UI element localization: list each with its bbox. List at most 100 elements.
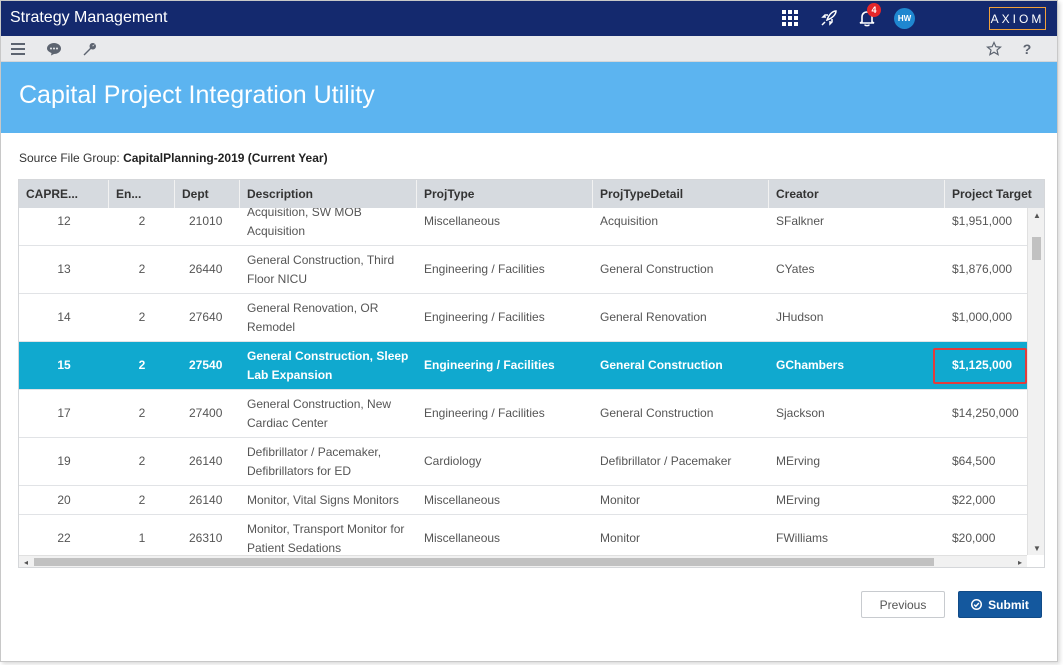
table-row[interactable]: 19 2 26140 Defibrillator / Pacemaker, De… xyxy=(19,438,1027,486)
cell-projtypedetail: Defibrillator / Pacemaker xyxy=(600,454,732,468)
cell-project-target: $20,000 xyxy=(952,531,996,545)
cell-en: 2 xyxy=(138,454,146,468)
apps-grid-icon[interactable] xyxy=(779,7,801,29)
cell-creator: SFalkner xyxy=(776,214,825,228)
cell-dept: 27400 xyxy=(189,406,223,420)
cell-dept: 26140 xyxy=(189,454,223,468)
cell-dept: 26440 xyxy=(189,262,223,276)
cell-dept: 26310 xyxy=(189,531,223,545)
vertical-scroll-thumb[interactable] xyxy=(1032,237,1041,260)
cell-dept: 27640 xyxy=(189,310,223,324)
page-banner: Capital Project Integration Utility xyxy=(1,62,1057,133)
cell-description: General Construction, Third Floor NICU xyxy=(247,252,395,286)
cell-capre: 12 xyxy=(57,214,71,228)
scroll-left-icon[interactable]: ◂ xyxy=(23,557,28,567)
cell-en: 2 xyxy=(138,358,146,372)
cell-dept: 26140 xyxy=(189,492,223,507)
scroll-down-icon[interactable]: ▼ xyxy=(1033,543,1041,553)
column-header-capre[interactable]: CAPRE... xyxy=(19,180,109,208)
column-header-dept[interactable]: Dept xyxy=(175,180,240,208)
cell-description: Defibrillator / Pacemaker, Defibrillator… xyxy=(247,444,382,478)
cell-creator: Sjackson xyxy=(776,406,825,420)
cell-creator: GChambers xyxy=(776,358,845,372)
scroll-right-icon[interactable]: ▸ xyxy=(1017,557,1022,567)
scroll-up-icon[interactable]: ▲ xyxy=(1033,210,1041,220)
avatar[interactable]: HW xyxy=(894,8,915,29)
table-row[interactable]: 20 2 26140 Monitor, Vital Signs Monitors… xyxy=(19,486,1027,515)
cell-project-target: $1,876,000 xyxy=(952,262,1013,276)
cell-en: 2 xyxy=(138,310,146,324)
column-header-projtypedetail[interactable]: ProjTypeDetail xyxy=(593,180,769,208)
project-grid: CAPRE... En... Dept Description ProjType… xyxy=(18,179,1045,568)
cell-en: 1 xyxy=(138,531,146,545)
source-file-group: Source File Group: CapitalPlanning-2019 … xyxy=(19,151,328,165)
table-row[interactable]: 22 1 26310 Monitor, Transport Monitor fo… xyxy=(19,515,1027,555)
column-header-creator[interactable]: Creator xyxy=(769,180,945,208)
axiom-logo: AXIOM xyxy=(989,7,1046,30)
cell-creator: FWilliams xyxy=(776,531,828,545)
chat-icon[interactable] xyxy=(44,39,64,59)
cell-project-target: $22,000 xyxy=(952,492,996,507)
horizontal-scrollbar[interactable]: ◂ ▸ xyxy=(19,555,1027,567)
toolbar: ? xyxy=(1,36,1057,62)
column-header-description[interactable]: Description xyxy=(240,180,417,208)
column-header-projtype[interactable]: ProjType xyxy=(417,180,593,208)
cell-dept: 27540 xyxy=(189,358,223,372)
cell-projtypedetail: General Renovation xyxy=(600,310,707,324)
cell-capre: 14 xyxy=(57,310,71,324)
cell-capre: 19 xyxy=(57,454,71,468)
submit-button[interactable]: Submit xyxy=(958,591,1042,618)
cell-projtype: Miscellaneous xyxy=(424,492,501,507)
table-row[interactable]: 14 2 27640 General Renovation, OR Remode… xyxy=(19,294,1027,342)
cell-projtypedetail: General Construction xyxy=(600,358,723,372)
vertical-scrollbar[interactable]: ▲ ▼ xyxy=(1027,208,1044,555)
cell-en: 2 xyxy=(138,262,146,276)
cell-projtypedetail: General Construction xyxy=(600,262,714,276)
cell-en: 2 xyxy=(138,406,146,420)
table-row-selected[interactable]: 15 2 27540 General Construction, Sleep L… xyxy=(19,342,1027,390)
cell-capre: 17 xyxy=(57,406,71,420)
cell-projtype: Engineering / Facilities xyxy=(424,262,545,276)
rocket-icon[interactable] xyxy=(818,7,840,29)
cell-creator: JHudson xyxy=(776,310,824,324)
cell-description: Acquisition, SW MOB Acquisition xyxy=(247,208,362,238)
cell-projtype: Engineering / Facilities xyxy=(424,310,545,324)
horizontal-scroll-thumb[interactable] xyxy=(34,558,934,566)
cell-project-target: $14,250,000 xyxy=(952,406,1019,420)
cell-description: Monitor, Transport Monitor for Patient S… xyxy=(247,521,405,555)
top-bar: Strategy Management 4 HW AXIOM xyxy=(1,1,1057,36)
cell-creator: MErving xyxy=(776,454,821,468)
cell-dept: 21010 xyxy=(189,214,223,228)
cell-capre: 22 xyxy=(57,531,71,545)
help-icon[interactable]: ? xyxy=(1022,41,1032,57)
star-icon[interactable] xyxy=(984,39,1004,59)
table-row[interactable]: 13 2 26440 General Construction, Third F… xyxy=(19,246,1027,294)
cell-description: General Renovation, OR Remodel xyxy=(247,300,379,334)
menu-icon[interactable] xyxy=(8,39,28,59)
source-value: CapitalPlanning-2019 (Current Year) xyxy=(123,151,328,165)
cell-en: 2 xyxy=(138,214,146,228)
page-title: Capital Project Integration Utility xyxy=(19,81,375,109)
cell-capre: 20 xyxy=(57,492,71,507)
cell-projtype: Miscellaneous xyxy=(424,214,501,228)
bell-icon[interactable]: 4 xyxy=(856,3,881,29)
table-row[interactable]: 17 2 27400 General Construction, New Car… xyxy=(19,390,1027,438)
cell-description: General Construction, Sleep Lab Expansio… xyxy=(247,348,409,382)
cell-projtypedetail: Monitor xyxy=(600,531,641,545)
cell-creator: CYates xyxy=(776,262,815,276)
cell-creator: MErving xyxy=(776,492,821,507)
column-header-project-target[interactable]: Project Target xyxy=(945,180,1044,208)
grid-header: CAPRE... En... Dept Description ProjType… xyxy=(19,180,1044,208)
cell-projtype: Miscellaneous xyxy=(424,531,501,545)
cell-project-target: $1,951,000 xyxy=(952,214,1013,228)
previous-button[interactable]: Previous xyxy=(861,591,945,618)
check-circle-icon xyxy=(971,599,983,610)
column-header-en[interactable]: En... xyxy=(109,180,175,208)
notification-badge: 4 xyxy=(867,3,881,17)
cell-description: Monitor, Vital Signs Monitors xyxy=(247,492,399,507)
wrench-icon[interactable] xyxy=(79,39,99,59)
grid-body: 12 2 21010 Acquisition, SW MOB Acquisiti… xyxy=(19,208,1027,555)
submit-label: Submit xyxy=(988,597,1029,612)
table-row[interactable]: 12 2 21010 Acquisition, SW MOB Acquisiti… xyxy=(19,208,1027,246)
